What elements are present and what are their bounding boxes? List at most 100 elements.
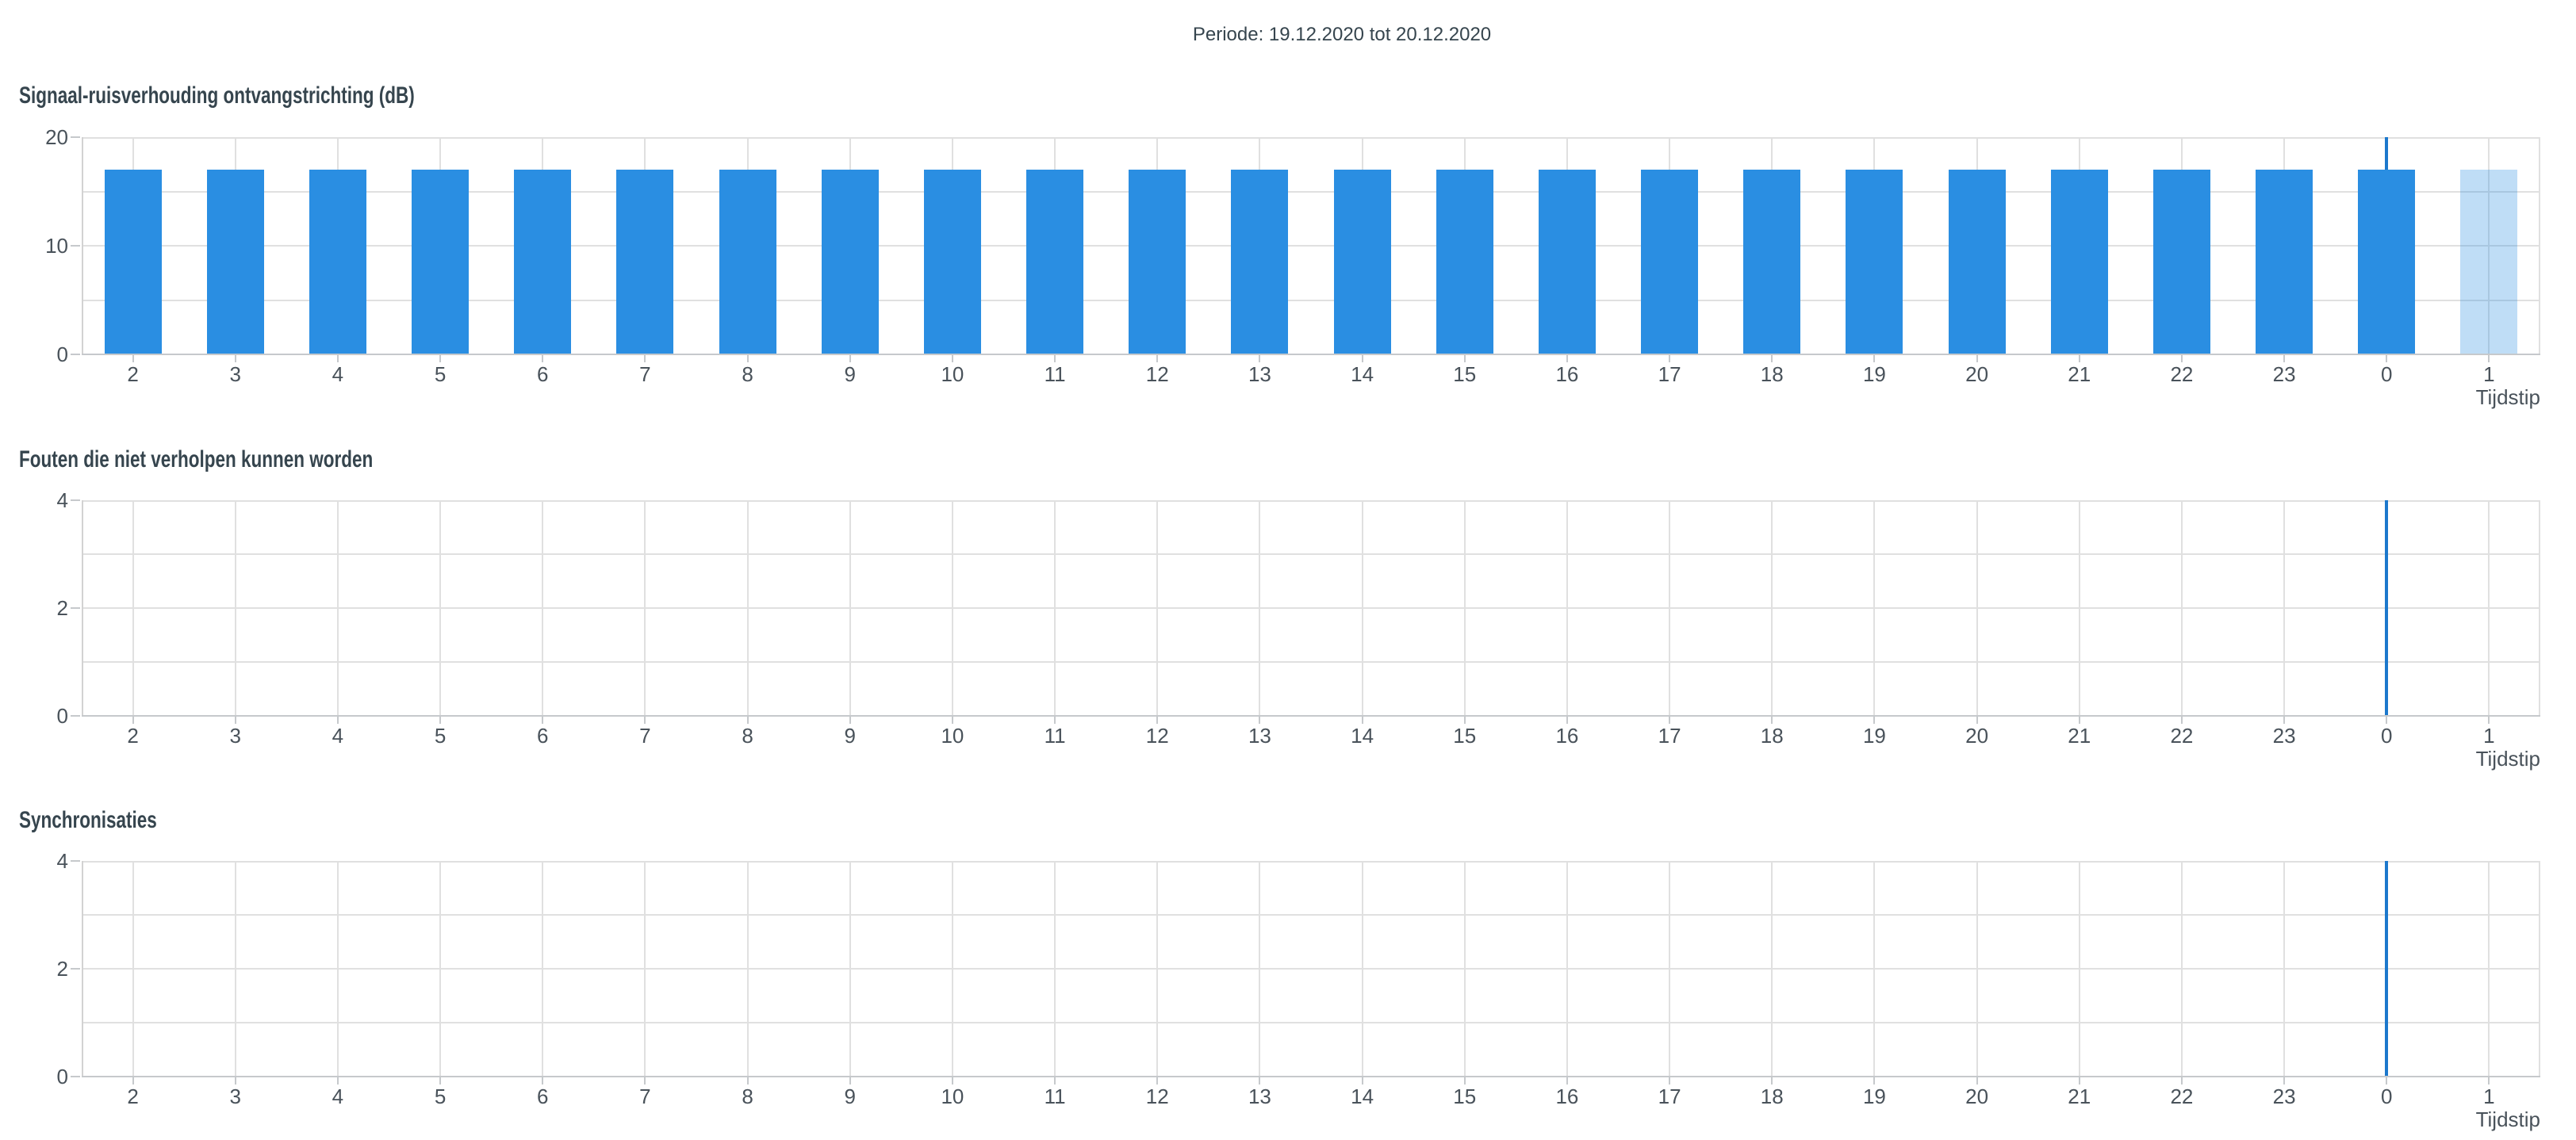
- x-tick-label: 9: [844, 362, 856, 386]
- x-tick-mark: [1976, 716, 1978, 724]
- x-tick-mark: [2488, 354, 2490, 362]
- x-tick-label: 1: [2483, 724, 2495, 748]
- x-tick-label: 13: [1248, 362, 1271, 386]
- x-tick-mark: [2283, 716, 2286, 724]
- bar: [104, 170, 162, 354]
- bar: [1436, 170, 1493, 354]
- x-tick-label: 22: [2170, 1085, 2194, 1108]
- x-tick-label: 6: [537, 1085, 549, 1108]
- x-tick-label: 12: [1145, 362, 1169, 386]
- x-tick-mark: [439, 716, 442, 724]
- x-tick-mark: [132, 716, 134, 724]
- x-tick-mark: [2386, 716, 2388, 724]
- x-tick-mark: [2488, 1077, 2490, 1085]
- x-tick-label: 10: [941, 362, 964, 386]
- x-tick-mark: [1259, 1077, 1261, 1085]
- y-tick-label: 2: [56, 957, 68, 981]
- x-tick-label: 20: [1965, 362, 1989, 386]
- x-tick-mark: [1771, 1077, 1773, 1085]
- y-tick-label: 10: [45, 234, 68, 258]
- x-tick-mark: [1054, 354, 1056, 362]
- chart-title-errors: Fouten die niet verholpen kunnen worden: [19, 446, 374, 472]
- x-tick-label: 9: [844, 1085, 856, 1108]
- x-tick-mark: [1156, 1077, 1159, 1085]
- y-tick-mark: [71, 715, 80, 717]
- x-tick-mark: [1361, 354, 1363, 362]
- bar-current-hour: [2460, 170, 2518, 354]
- x-tick-label: 8: [742, 362, 753, 386]
- x-tick-mark: [2283, 354, 2286, 362]
- bar: [1231, 170, 1289, 354]
- x-tick-label: 16: [1555, 362, 1579, 386]
- value-gridline: [82, 1022, 2540, 1023]
- x-tick-label: 21: [2068, 362, 2091, 386]
- x-tick-mark: [1054, 1077, 1056, 1085]
- value-gridline: [82, 607, 2540, 609]
- x-tick-label: 22: [2170, 362, 2194, 386]
- x-tick-mark: [542, 716, 544, 724]
- x-tick-label: 5: [434, 362, 447, 386]
- x-tick-mark: [1873, 716, 1876, 724]
- x-tick-label: 4: [332, 1085, 344, 1108]
- y-tick-mark: [71, 607, 80, 609]
- y-tick-label: 0: [56, 342, 68, 366]
- x-tick-label: 2: [127, 1085, 139, 1108]
- bar: [2256, 170, 2313, 354]
- x-tick-mark: [1259, 354, 1261, 362]
- x-tick-mark: [1361, 1077, 1363, 1085]
- x-tick-label: 14: [1351, 724, 1374, 748]
- x-tick-label: 21: [2068, 1085, 2091, 1108]
- value-gridline: [82, 500, 2540, 502]
- x-axis-title: Tijdstip: [2475, 1107, 2540, 1131]
- x-tick-mark: [1669, 716, 1671, 724]
- x-tick-label: 18: [1760, 1085, 1784, 1108]
- value-gridline: [82, 245, 2540, 247]
- value-gridline: [82, 137, 2540, 139]
- x-tick-label: 19: [1862, 1085, 1886, 1108]
- bar: [1641, 170, 1699, 354]
- x-axis-title: Tijdstip: [2475, 747, 2540, 771]
- y-tick-mark: [71, 354, 80, 355]
- x-tick-mark: [2078, 716, 2080, 724]
- x-tick-mark: [1669, 1077, 1671, 1085]
- y-tick-mark: [71, 968, 80, 970]
- x-tick-mark: [2283, 1077, 2286, 1085]
- bar: [923, 170, 981, 354]
- x-tick-label: 13: [1248, 1085, 1271, 1108]
- y-tick-label: 4: [56, 488, 68, 512]
- x-tick-label: 21: [2068, 724, 2091, 748]
- value-gridline: [82, 553, 2540, 555]
- x-tick-label: 17: [1658, 1085, 1681, 1108]
- y-tick-label: 0: [56, 704, 68, 728]
- x-tick-label: 19: [1862, 362, 1886, 386]
- plot-area-snr: 0 10 20 2 3 4 5 6 7 8 9 10 11 12 13 14 15 16 17 18 19 20 21 22 2…: [45, 127, 2540, 407]
- x-tick-mark: [1771, 354, 1773, 362]
- x-tick-label: 7: [639, 724, 651, 748]
- x-tick-mark: [2078, 1077, 2080, 1085]
- x-tick-label: 10: [941, 724, 964, 748]
- x-tick-mark: [439, 354, 442, 362]
- x-tick-mark: [1566, 1077, 1568, 1085]
- x-tick-mark: [336, 1077, 339, 1085]
- x-tick-mark: [2180, 1077, 2183, 1085]
- x-axis-line: [82, 1076, 2540, 1077]
- plot-area-syncs: 0 2 4 2 3 4 5 6 7 8 9 10 11 12 13 14 15 16 17 18 19 20 21 22 23 0…: [57, 851, 2540, 1130]
- x-tick-label: 3: [229, 724, 241, 748]
- x-tick-mark: [1054, 716, 1056, 724]
- x-axis-line: [82, 715, 2540, 717]
- x-tick-label: 16: [1555, 1085, 1579, 1108]
- x-tick-mark: [336, 716, 339, 724]
- x-tick-label: 16: [1555, 724, 1579, 748]
- x-tick-mark: [951, 354, 953, 362]
- x-tick-label: 4: [332, 724, 344, 748]
- x-tick-label: 1: [2483, 1085, 2495, 1108]
- plot-left-border: [82, 137, 83, 354]
- y-tick-mark: [71, 245, 80, 247]
- x-tick-label: 7: [639, 362, 651, 386]
- bar: [514, 170, 572, 354]
- x-tick-mark: [2078, 354, 2080, 362]
- x-tick-mark: [439, 1077, 442, 1085]
- bar: [2152, 170, 2210, 354]
- bar: [1538, 170, 1596, 354]
- x-axis-line: [82, 354, 2540, 355]
